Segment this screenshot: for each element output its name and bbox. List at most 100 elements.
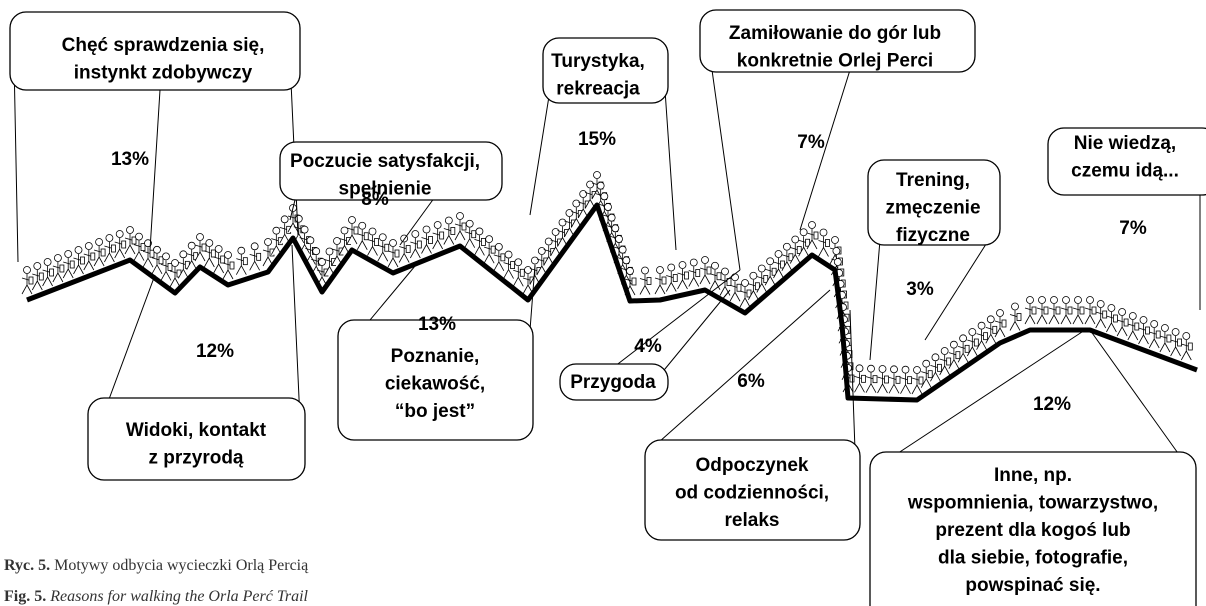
hiker-head (531, 256, 539, 265)
caption-en: Fig. 5. Reasons for walking the Orla Per… (4, 588, 309, 605)
hiker-head (949, 340, 958, 349)
hiker-head (607, 213, 616, 222)
hiker-head (1139, 316, 1148, 324)
hiker-head (579, 190, 588, 198)
hiker-head (1086, 296, 1094, 304)
hiker-head (551, 228, 560, 236)
callout-box (1047, 127, 1206, 196)
callout-label: zmęczenie (885, 198, 980, 219)
hiker-pack (111, 244, 116, 253)
percentage: 12% (196, 341, 234, 362)
hiker-pack (1055, 306, 1061, 315)
hiker-head (312, 247, 321, 256)
callout-label: dla siebie, fotografie, (938, 548, 1128, 569)
hiker-pack (1031, 306, 1037, 315)
hiker-head (105, 234, 114, 242)
hiker-head (878, 365, 887, 373)
callout-label: Odpoczynek (696, 455, 809, 476)
hiker-head (808, 221, 816, 229)
hiker-pack (805, 238, 811, 247)
hiker-pack (796, 246, 802, 254)
hiker-head (171, 259, 179, 267)
hiker-head (901, 365, 910, 374)
callout-box (867, 159, 1001, 246)
percentage: 7% (1119, 218, 1147, 239)
hiker-head (922, 359, 931, 368)
hiker-pack (201, 243, 207, 252)
hiker-body (331, 245, 343, 266)
hiker-pack (746, 289, 752, 298)
hiker-head (389, 239, 397, 247)
hiker-head (64, 250, 73, 258)
callout-box (559, 363, 669, 401)
hiker-head (867, 364, 875, 373)
hiker-head (456, 212, 464, 220)
hiker-pack (695, 269, 701, 277)
hiker-head (757, 264, 766, 273)
caption-text: Reasons for walking the Orla Perć Trail (49, 588, 308, 605)
hiker-head (485, 235, 494, 244)
hiker-pack (140, 243, 146, 252)
hiker-head (890, 365, 898, 374)
hiker-pack (684, 271, 689, 280)
hiker-head (153, 245, 161, 254)
callout-label: rekreacja (556, 79, 640, 100)
hiker-pack (256, 252, 262, 261)
hiker-pack (937, 363, 942, 372)
callout-label: czemu idą... (1071, 161, 1179, 182)
hiker-pack (1177, 338, 1182, 347)
hiker-head (558, 218, 567, 227)
hiker-pack (754, 282, 760, 291)
callout-label: “bo jest” (395, 401, 475, 422)
hiker-pack (242, 257, 248, 266)
hiker-head (1050, 296, 1058, 304)
callout-label: Przygoda (570, 372, 656, 393)
hiker-pack (49, 268, 54, 277)
hiker-pack (1113, 314, 1118, 323)
hiker-pack (825, 239, 830, 247)
hiker-head (224, 251, 232, 259)
hiker-head (43, 258, 52, 266)
hiker-head (977, 321, 986, 330)
callout-label: instynkt zdobywczy (74, 63, 253, 84)
hiker-head (1062, 296, 1070, 304)
percentage: 15% (578, 129, 616, 150)
hiker-head (162, 252, 170, 261)
hiker-pack (500, 253, 506, 262)
hiker-pack (771, 267, 777, 276)
hiker-pack (895, 375, 901, 384)
hiker-head (74, 246, 83, 254)
hiker-pack (927, 370, 933, 379)
hiker-head (596, 181, 605, 190)
hiker-pack (1016, 313, 1022, 321)
hiker-head (537, 247, 546, 255)
hiker-body (543, 245, 555, 266)
hiker-pack (780, 260, 785, 269)
hiker-head (1182, 332, 1191, 340)
hiker-pack (973, 338, 979, 347)
hiker-pack (121, 240, 127, 249)
hiker-head (1118, 308, 1126, 316)
hiker-head (819, 228, 828, 237)
callout-label: Zamiłowanie do gór lub (729, 23, 941, 44)
hiker-pack (450, 227, 456, 235)
hiker-pack (69, 260, 75, 269)
hiker-pack (28, 276, 34, 285)
callout-label: relaks (725, 510, 780, 531)
hiker-head (444, 216, 453, 225)
hiker-pack (1134, 322, 1140, 331)
caption-label: Fig. 5. (4, 588, 46, 605)
callout-box (699, 9, 976, 73)
hiker-pack (149, 249, 155, 258)
hiker-pack (519, 268, 525, 277)
callout-label: Inne, np. (994, 465, 1072, 486)
hiker-head (604, 203, 612, 211)
hiker-pack (918, 376, 924, 385)
callout-label: powspinać się. (965, 575, 1100, 596)
hiker-pack (131, 236, 137, 245)
hiker-head (368, 227, 377, 236)
hiker-pack (374, 238, 379, 246)
hiker-head (95, 238, 103, 246)
hiker-head (187, 241, 196, 250)
hiker-head (1171, 328, 1180, 336)
